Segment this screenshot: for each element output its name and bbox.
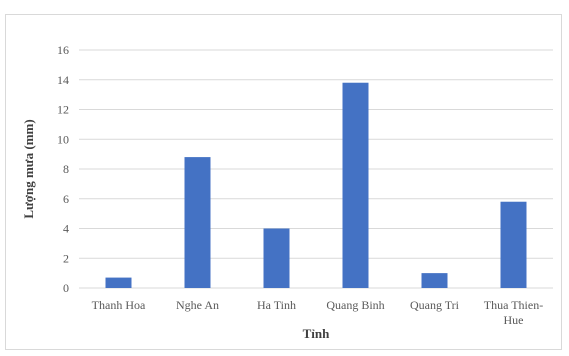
x-tick-label: Quang Tri xyxy=(410,298,460,312)
y-tick-label: 8 xyxy=(63,162,69,176)
bar xyxy=(421,273,448,288)
y-tick-labels: 0 2 4 6 8 10 12 14 16 xyxy=(57,43,69,295)
bars xyxy=(105,82,527,288)
y-tick-label: 10 xyxy=(57,132,69,146)
bar xyxy=(105,277,132,288)
bar xyxy=(263,228,290,288)
x-tick-labels: Thanh Hoa Nghe An Ha Tinh Quang Binh Quang T… xyxy=(92,298,544,327)
bar xyxy=(500,201,527,288)
y-tick-label: 12 xyxy=(57,103,69,117)
bar xyxy=(184,157,211,288)
x-tick-label: Thanh Hoa xyxy=(92,298,146,312)
y-tick-label: 2 xyxy=(63,251,69,265)
y-axis-title: Lượng mưa (mm) xyxy=(21,119,36,218)
y-tick-label: 14 xyxy=(57,73,69,87)
x-tick-label: Quang Binh xyxy=(326,298,384,312)
x-tick-label: Nghe An xyxy=(176,298,219,312)
x-axis-title: Tỉnh xyxy=(303,326,331,341)
gridlines xyxy=(79,49,553,289)
y-tick-label: 6 xyxy=(63,192,69,206)
chart-frame xyxy=(5,14,562,350)
y-tick-label: 4 xyxy=(63,222,69,236)
x-tick-label: Ha Tinh xyxy=(257,298,296,312)
y-tick-label: 0 xyxy=(63,281,69,295)
x-tick-label: Thua Thien-Hue xyxy=(484,298,543,327)
y-tick-label: 16 xyxy=(57,43,69,57)
bar xyxy=(342,82,369,288)
